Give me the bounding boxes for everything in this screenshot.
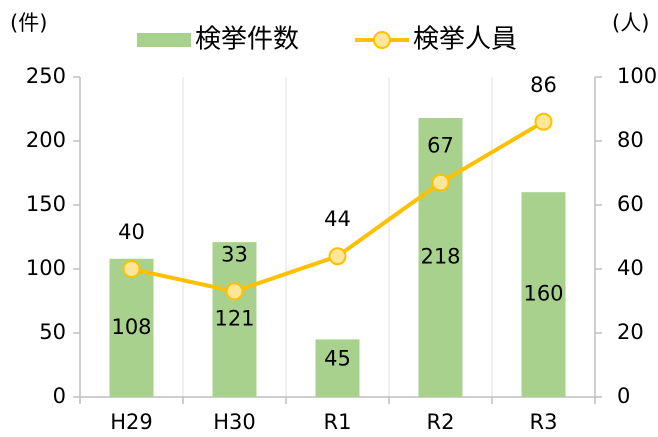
line-marker: [225, 282, 244, 301]
line-value-label: 33: [221, 242, 248, 266]
line-marker: [122, 260, 141, 278]
y-tick-label: 50: [39, 320, 66, 344]
bar: [521, 192, 566, 397]
line-marker: [534, 112, 553, 131]
legend-label: 検挙人員: [413, 25, 517, 55]
line-value-label: 44: [324, 207, 351, 231]
bar-value-label: 108: [111, 315, 151, 339]
legend-swatch: [137, 33, 191, 47]
bar-value-label: 160: [523, 282, 563, 306]
x-tick-label: H29: [110, 410, 153, 434]
y-tick-label: 200: [26, 128, 66, 152]
x-tick-label: R2: [427, 410, 455, 434]
y2-tick-label: 100: [617, 64, 657, 88]
bar: [315, 339, 360, 397]
y-tick-label: 250: [26, 64, 66, 88]
line-marker: [431, 173, 450, 192]
x-tick-label: R3: [530, 410, 558, 434]
bar: [418, 117, 463, 398]
bar-value-label: 121: [214, 307, 254, 331]
y-tick-label: 150: [26, 192, 66, 216]
y-tick-label: 0: [53, 384, 66, 408]
bar-value-label: 218: [420, 244, 460, 268]
y2-tick-label: 60: [617, 192, 644, 216]
bar: [212, 242, 257, 397]
y2-tick-label: 20: [617, 320, 644, 344]
bar-value-label: 45: [324, 346, 351, 370]
y2-tick-label: 40: [617, 256, 644, 280]
x-tick-label: R1: [324, 410, 352, 434]
y2-tick-label: 80: [617, 128, 644, 152]
y-tick-label: 100: [26, 256, 66, 280]
bar: [109, 258, 154, 397]
line-value-label: 86: [530, 73, 557, 97]
legend-marker: [373, 31, 391, 49]
y-axis-label: (件): [10, 11, 47, 35]
x-tick-label: H30: [213, 410, 256, 434]
line-value-label: 67: [427, 134, 454, 158]
legend-label: 検挙件数: [195, 25, 299, 55]
y2-axis-label: (人): [612, 11, 649, 35]
line-value-label: 40: [118, 220, 145, 244]
line-marker: [328, 247, 347, 266]
y2-tick-label: 0: [617, 384, 630, 408]
